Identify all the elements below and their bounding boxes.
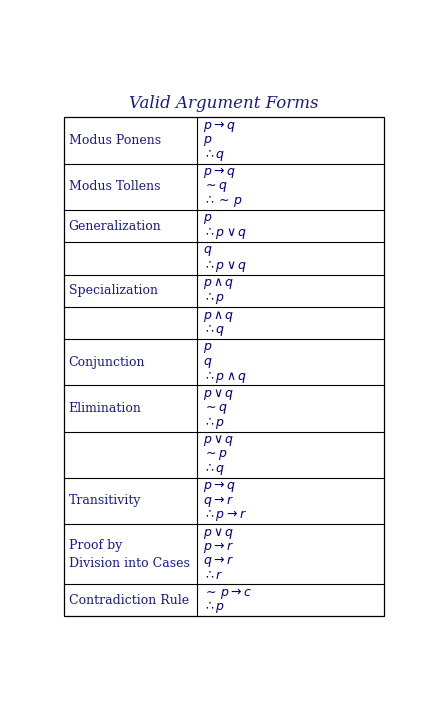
Text: $p \wedge q$: $p \wedge q$ xyxy=(203,309,234,323)
Text: Contradiction Rule: Contradiction Rule xyxy=(69,594,189,607)
Text: Conjunction: Conjunction xyxy=(69,356,145,369)
Text: $p \vee q$: $p \vee q$ xyxy=(203,433,234,449)
Text: Elimination: Elimination xyxy=(69,402,142,415)
Text: $q \rightarrow r$: $q \rightarrow r$ xyxy=(203,554,234,569)
Text: $\therefore{\sim}\, p$: $\therefore{\sim}\, p$ xyxy=(203,194,243,209)
Text: $\therefore p \vee q$: $\therefore p \vee q$ xyxy=(203,259,247,273)
Text: $\therefore p \rightarrow r$: $\therefore p \rightarrow r$ xyxy=(203,508,247,523)
Text: $p \vee q$: $p \vee q$ xyxy=(203,526,234,541)
Text: Modus Tollens: Modus Tollens xyxy=(69,180,160,193)
Text: $\therefore q$: $\therefore q$ xyxy=(203,462,225,477)
Text: $p$: $p$ xyxy=(203,341,212,355)
Text: $p \vee q$: $p \vee q$ xyxy=(203,387,234,402)
Text: $\therefore p \wedge q$: $\therefore p \wedge q$ xyxy=(203,370,247,385)
Text: $\therefore p \vee q$: $\therefore p \vee q$ xyxy=(203,226,247,241)
Text: $q$: $q$ xyxy=(203,245,212,259)
Text: Valid Argument Forms: Valid Argument Forms xyxy=(129,96,319,112)
Text: $\therefore p$: $\therefore p$ xyxy=(203,291,225,306)
Text: $\therefore q$: $\therefore q$ xyxy=(203,323,225,338)
Text: $p$: $p$ xyxy=(203,134,212,148)
Text: $\sim q$: $\sim q$ xyxy=(203,402,228,416)
Text: $p \wedge q$: $p \wedge q$ xyxy=(203,276,234,291)
Text: Generalization: Generalization xyxy=(69,219,161,233)
Text: $\therefore p$: $\therefore p$ xyxy=(203,415,225,431)
Text: Proof by
Division into Cases: Proof by Division into Cases xyxy=(69,538,190,569)
Text: $\sim q$: $\sim q$ xyxy=(203,180,228,194)
Text: Modus Ponens: Modus Ponens xyxy=(69,134,161,147)
Text: $\therefore p$: $\therefore p$ xyxy=(203,600,225,615)
Text: $p \rightarrow q$: $p \rightarrow q$ xyxy=(203,479,236,494)
Text: $p \rightarrow r$: $p \rightarrow r$ xyxy=(203,540,234,555)
Text: Transitivity: Transitivity xyxy=(69,494,141,508)
Text: Specialization: Specialization xyxy=(69,284,158,297)
Text: ${\sim}\, p \rightarrow c$: ${\sim}\, p \rightarrow c$ xyxy=(203,586,252,601)
Text: $q$: $q$ xyxy=(203,356,212,370)
Text: $\sim p$: $\sim p$ xyxy=(203,448,228,462)
Text: $p$: $p$ xyxy=(203,212,212,226)
Text: $\therefore q$: $\therefore q$ xyxy=(203,148,225,163)
Text: $p \rightarrow q$: $p \rightarrow q$ xyxy=(203,119,236,134)
Text: $\therefore r$: $\therefore r$ xyxy=(203,569,224,582)
Text: $p \rightarrow q$: $p \rightarrow q$ xyxy=(203,165,236,180)
Text: $q \rightarrow r$: $q \rightarrow r$ xyxy=(203,494,234,509)
